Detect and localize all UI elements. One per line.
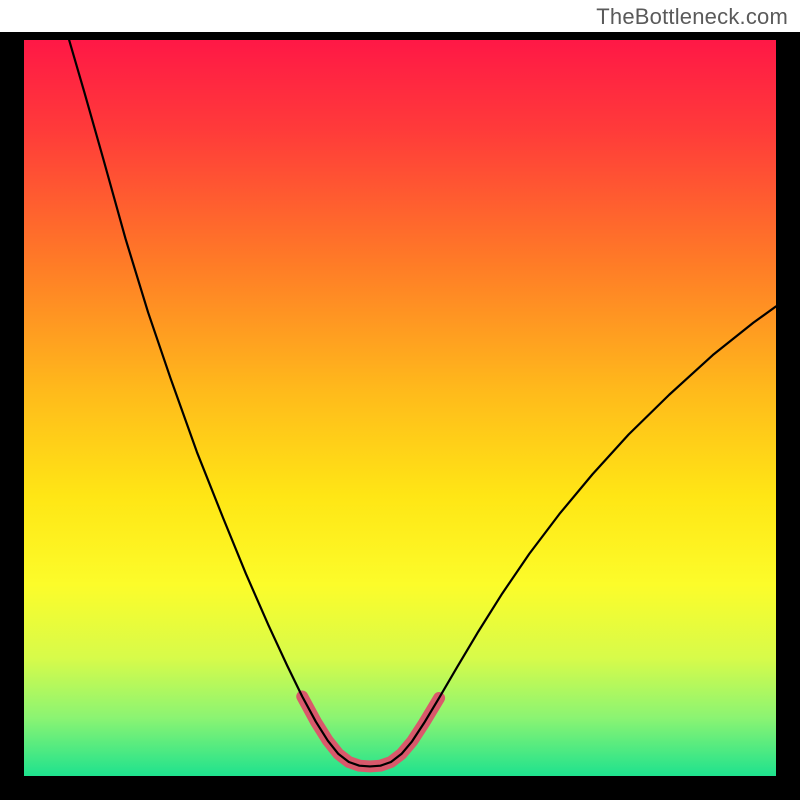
chart-frame: TheBottleneck.com xyxy=(0,0,800,800)
watermark-text: TheBottleneck.com xyxy=(596,4,788,30)
chart-svg xyxy=(24,40,776,776)
gradient-background xyxy=(24,40,776,776)
plot-area xyxy=(24,40,776,776)
plot-outer-border xyxy=(0,32,800,800)
